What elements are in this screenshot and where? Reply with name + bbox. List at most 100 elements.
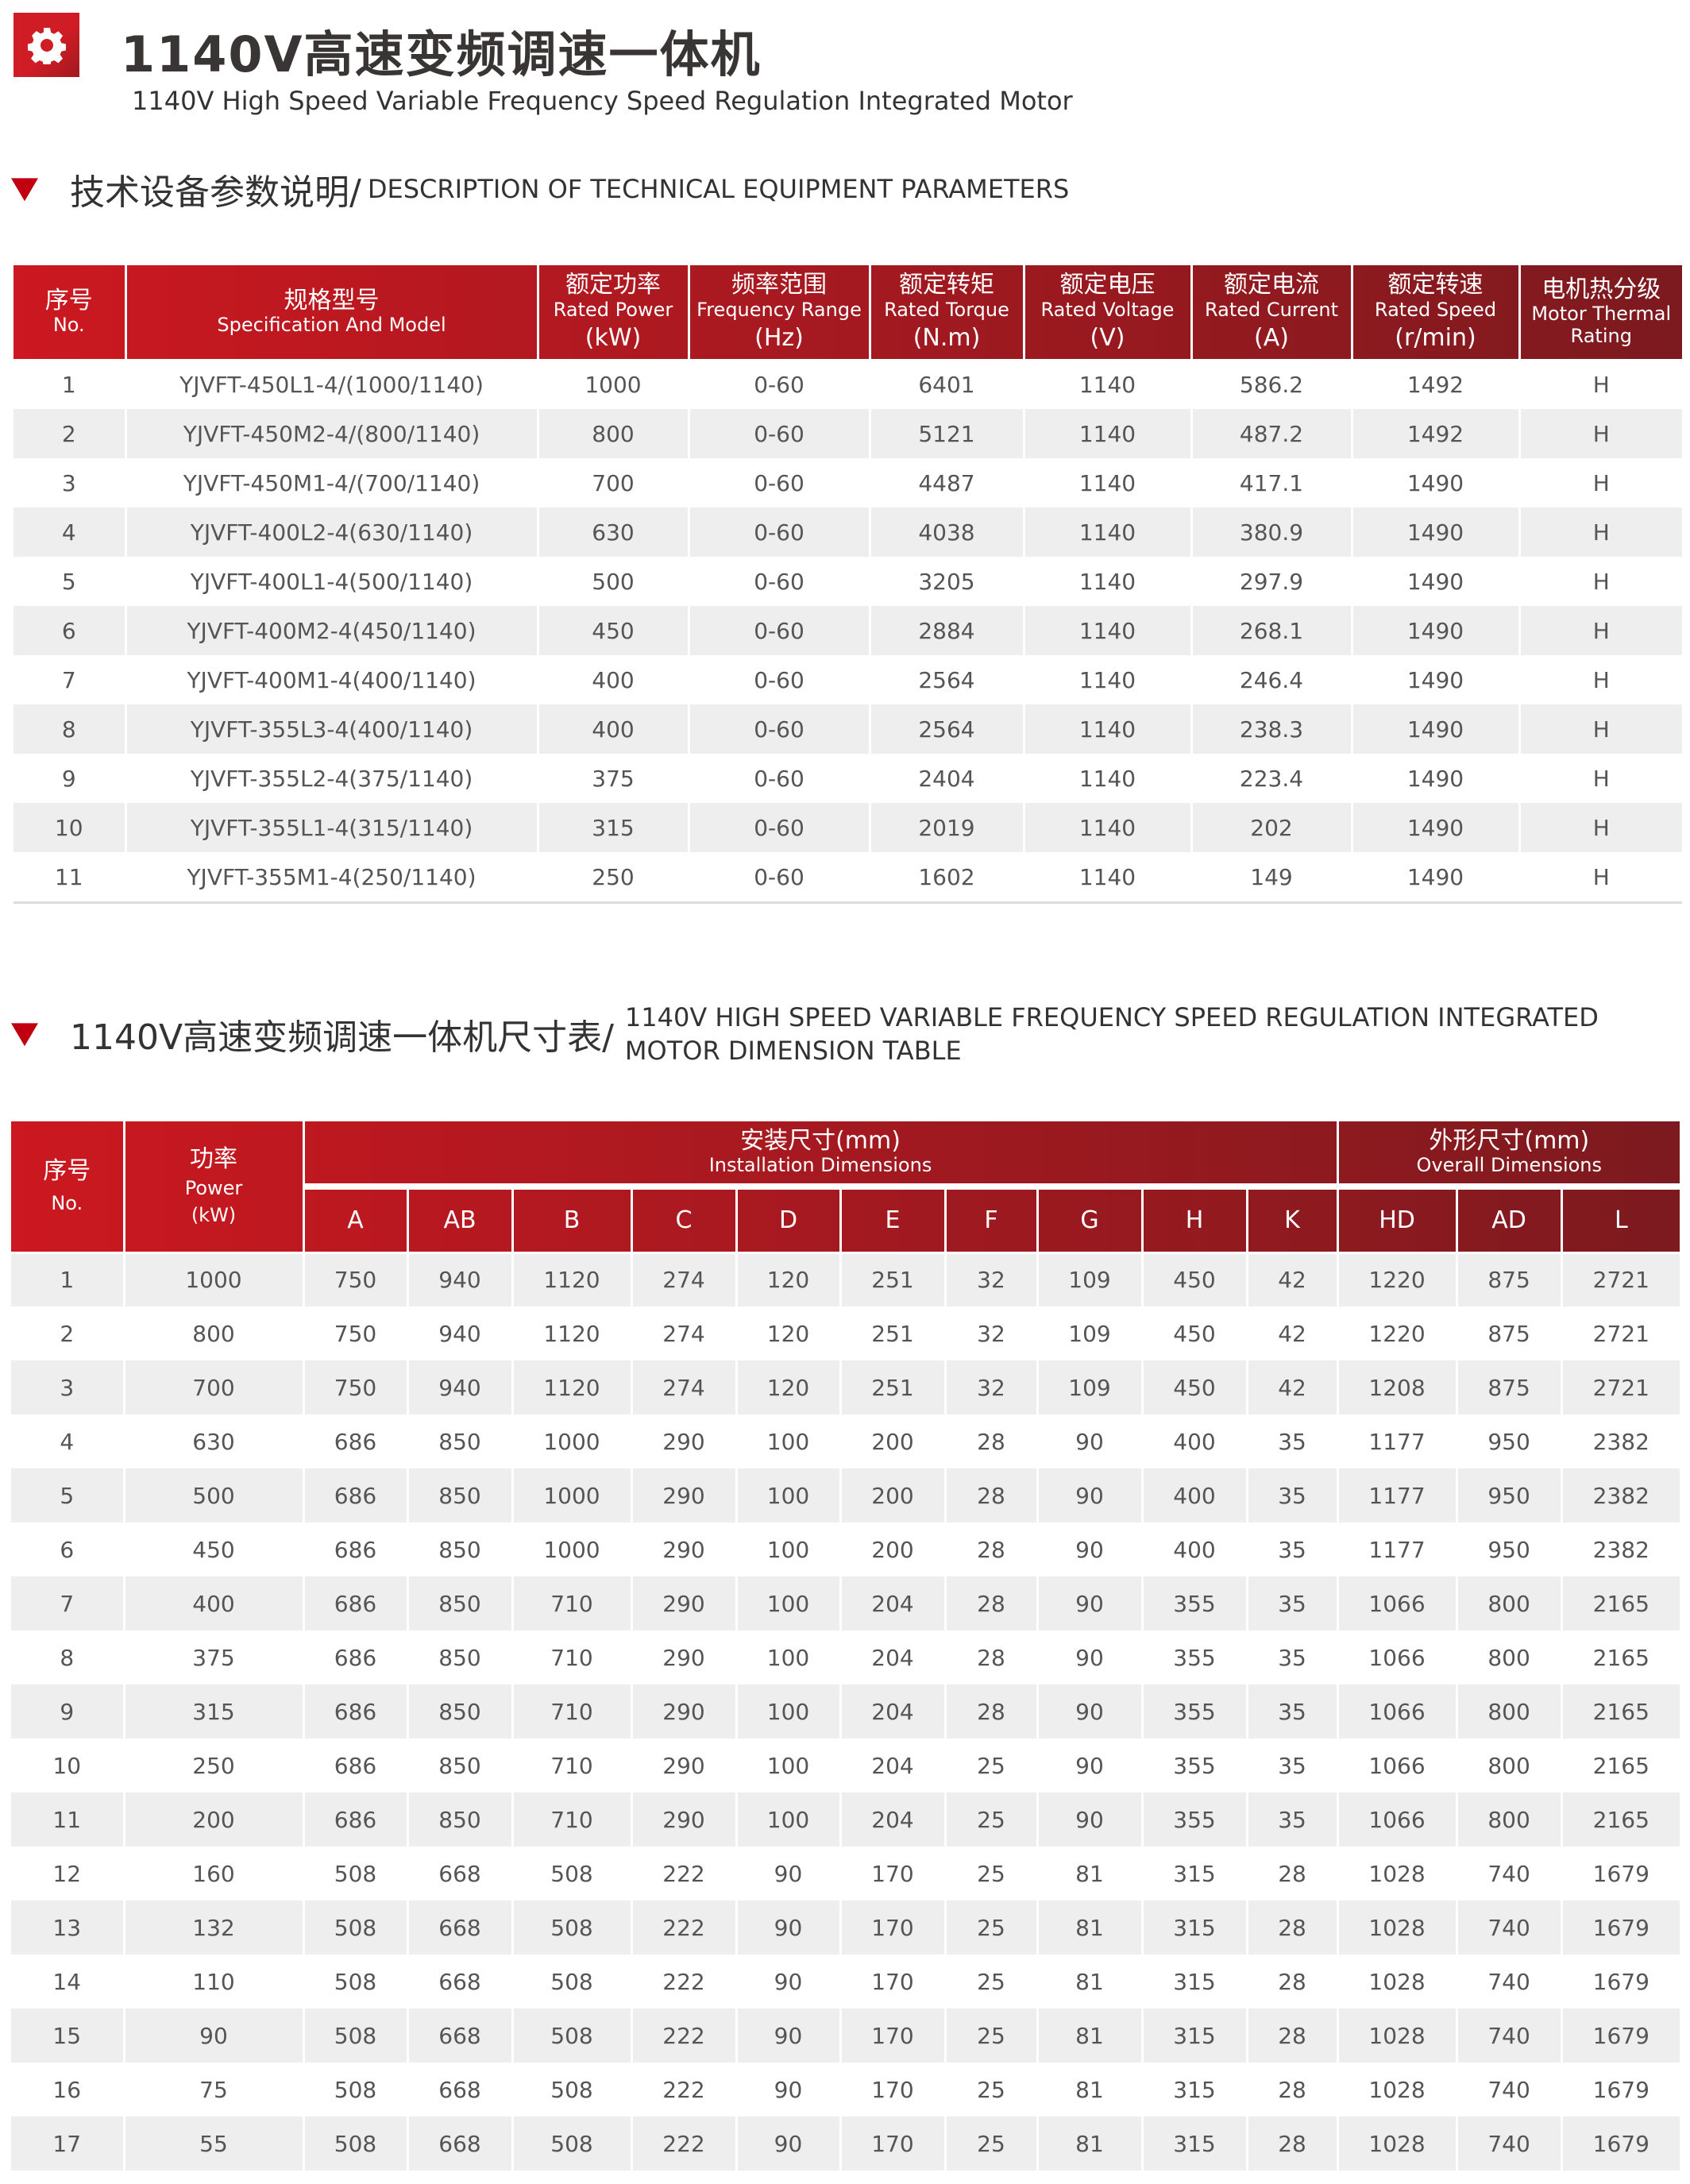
table-cell: 1140 bbox=[1022, 704, 1193, 754]
table-cell: 290 bbox=[630, 1630, 738, 1684]
table-cell: 35 bbox=[1245, 1522, 1339, 1576]
table-cell: 7 bbox=[11, 1576, 125, 1630]
table-cell: 508 bbox=[302, 2116, 409, 2170]
table-cell: 100 bbox=[735, 1684, 842, 1738]
table-cell: 450 bbox=[1140, 1360, 1248, 1414]
table-cell: 1000 bbox=[511, 1414, 633, 1468]
table-cell: 1679 bbox=[1560, 1846, 1680, 1900]
table-row: 4 YJVFT-400L2-4(630/1140) 630 0-60 4038 1140 3… bbox=[14, 507, 1682, 557]
table-cell: 120 bbox=[735, 1360, 842, 1414]
table-cell: YJVFT-355L3-4(400/1140) bbox=[124, 704, 539, 754]
table-cell: 508 bbox=[511, 1900, 633, 1954]
table-cell: 204 bbox=[839, 1792, 947, 1846]
table-cell: 202 bbox=[1190, 803, 1353, 852]
table-cell: 81 bbox=[1036, 1900, 1144, 1954]
table-cell: 90 bbox=[735, 2008, 842, 2062]
table-cell: 1028 bbox=[1336, 1846, 1458, 1900]
table-cell: 355 bbox=[1140, 1576, 1248, 1630]
table-cell: 6401 bbox=[868, 360, 1025, 409]
column-header: AD bbox=[1455, 1187, 1563, 1254]
table-cell: 8 bbox=[14, 704, 127, 754]
table-row: 10 YJVFT-355L1-4(315/1140) 315 0-60 2019 1140… bbox=[14, 803, 1682, 852]
table-cell: 2165 bbox=[1560, 1738, 1680, 1792]
table-row: 5 YJVFT-400L1-4(500/1140) 500 0-60 3205 1140 2… bbox=[14, 557, 1682, 606]
table-cell: 1140 bbox=[1022, 803, 1193, 852]
table-cell: 11 bbox=[14, 852, 127, 901]
table-cell: 1220 bbox=[1336, 1252, 1458, 1306]
section-heading-parameters: 技术设备参数说明/ DESCRIPTION OF TECHNICAL EQUIP… bbox=[11, 164, 1069, 214]
table-cell: 850 bbox=[406, 1630, 514, 1684]
table-cell: 800 bbox=[1455, 1630, 1563, 1684]
table-cell: 1000 bbox=[122, 1252, 305, 1306]
table-cell: 25 bbox=[943, 1738, 1039, 1792]
table-cell: 42 bbox=[1245, 1252, 1339, 1306]
table-cell: 686 bbox=[302, 1630, 409, 1684]
table-cell: 508 bbox=[511, 2062, 633, 2116]
table-row: 11 200 686 850 710 290 100 204 25 90 355 35 1066 800 2… bbox=[11, 1792, 1680, 1846]
table-cell: 1140 bbox=[1022, 360, 1193, 409]
table-cell: 355 bbox=[1140, 1792, 1248, 1846]
table-cell: 204 bbox=[839, 1684, 947, 1738]
table-cell: 700 bbox=[536, 458, 690, 507]
header-no: 序号 No. bbox=[11, 1121, 125, 1254]
table-cell: 35 bbox=[1245, 1792, 1339, 1846]
table-cell: 1000 bbox=[511, 1468, 633, 1522]
table-cell: H bbox=[1518, 507, 1682, 557]
table-cell: 686 bbox=[302, 1684, 409, 1738]
table-cell: 500 bbox=[536, 557, 690, 606]
table-cell: 1602 bbox=[868, 852, 1025, 901]
table-cell: YJVFT-450L1-4/(1000/1140) bbox=[124, 360, 539, 409]
table-cell: 450 bbox=[1140, 1252, 1248, 1306]
table-cell: 90 bbox=[735, 2116, 842, 2170]
table-cell: 850 bbox=[406, 1414, 514, 1468]
table-cell: 375 bbox=[536, 754, 690, 803]
table-cell: 75 bbox=[122, 2062, 305, 2116]
table-cell: 90 bbox=[1036, 1738, 1144, 1792]
table-cell: 1140 bbox=[1022, 754, 1193, 803]
table-cell: 1679 bbox=[1560, 2116, 1680, 2170]
table-cell: 25 bbox=[943, 2116, 1039, 2170]
column-header: HD bbox=[1336, 1187, 1458, 1254]
table-cell: 315 bbox=[536, 803, 690, 852]
table-cell: H bbox=[1518, 655, 1682, 704]
table-cell: 500 bbox=[122, 1468, 305, 1522]
table-cell: 90 bbox=[1036, 1792, 1144, 1846]
table-cell: 400 bbox=[536, 704, 690, 754]
table-cell: 315 bbox=[1140, 2062, 1248, 2116]
table-cell: 35 bbox=[1245, 1630, 1339, 1684]
table-cell: YJVFT-355L1-4(315/1140) bbox=[124, 803, 539, 852]
table-cell: 940 bbox=[406, 1306, 514, 1360]
table-cell: 1140 bbox=[1022, 852, 1193, 901]
table-cell: 0-60 bbox=[687, 704, 871, 754]
table-cell: 222 bbox=[630, 1846, 738, 1900]
table-cell: 10 bbox=[14, 803, 127, 852]
table-cell: 1490 bbox=[1350, 852, 1521, 901]
table-row: 16 75 508 668 508 222 90 170 25 81 315 28 1028 740 167… bbox=[11, 2062, 1680, 2116]
table-cell: 170 bbox=[839, 2116, 947, 2170]
column-header: 额定功率 Rated Power (kW) bbox=[536, 265, 690, 361]
table-cell: 120 bbox=[735, 1306, 842, 1360]
table-cell: 1120 bbox=[511, 1306, 633, 1360]
table-cell: 1140 bbox=[1022, 409, 1193, 458]
table-cell: 0-60 bbox=[687, 409, 871, 458]
table-row: 14 110 508 668 508 222 90 170 25 81 315 28 1028 740 16… bbox=[11, 1954, 1680, 2008]
table-cell: 1208 bbox=[1336, 1360, 1458, 1414]
table-cell: 450 bbox=[536, 606, 690, 655]
table-cell: H bbox=[1518, 704, 1682, 754]
table-cell: 42 bbox=[1245, 1306, 1339, 1360]
table-cell: H bbox=[1518, 458, 1682, 507]
table-cell: 1 bbox=[14, 360, 127, 409]
column-header: G bbox=[1036, 1187, 1144, 1254]
table-cell: 12 bbox=[11, 1846, 125, 1900]
column-header: H bbox=[1140, 1187, 1248, 1254]
column-header: 频率范围 Frequency Range (Hz) bbox=[687, 265, 871, 361]
table-cell: 800 bbox=[1455, 1576, 1563, 1630]
table-cell: 875 bbox=[1455, 1252, 1563, 1306]
table-cell: 1490 bbox=[1350, 458, 1521, 507]
table-cell: 28 bbox=[943, 1684, 1039, 1738]
table-row: 6 YJVFT-400M2-4(450/1140) 450 0-60 2884 1140 2… bbox=[14, 606, 1682, 655]
table-cell: 25 bbox=[943, 1900, 1039, 1954]
table-cell: 1490 bbox=[1350, 803, 1521, 852]
table-cell: 35 bbox=[1245, 1684, 1339, 1738]
table-row: 12 160 508 668 508 222 90 170 25 81 315 28 1028 740 16… bbox=[11, 1846, 1680, 1900]
